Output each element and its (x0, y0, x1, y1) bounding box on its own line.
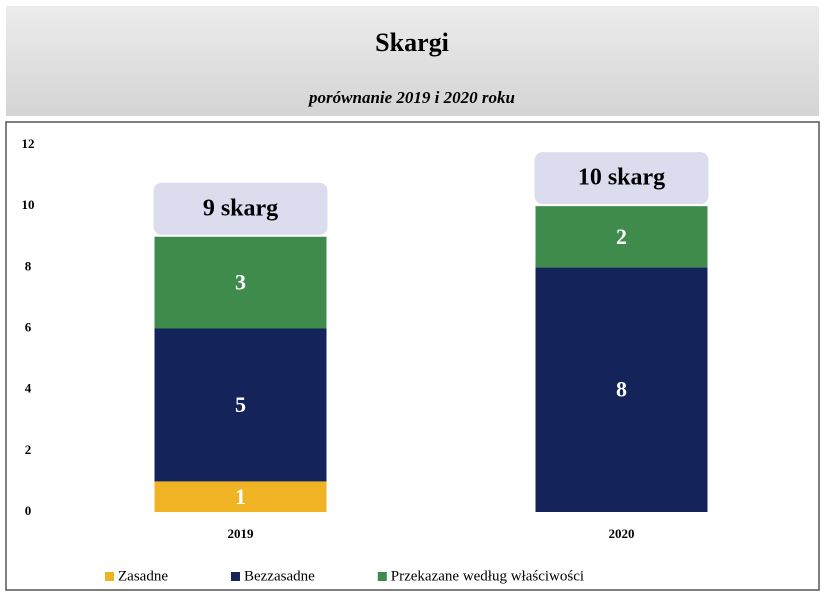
y-tick-label: 0 (25, 503, 32, 518)
bar-segment (154, 328, 327, 482)
y-tick-label: 10 (22, 197, 35, 212)
data-label: 1 (235, 484, 246, 509)
legend-label: Zasadne (118, 568, 168, 584)
total-box (153, 182, 328, 235)
y-tick-label: 2 (25, 442, 32, 457)
x-tick-label: 2020 (609, 526, 635, 541)
y-tick-label: 8 (25, 258, 32, 273)
data-label: 5 (235, 392, 246, 417)
chart-title: Skargi (375, 28, 449, 57)
data-label: 8 (616, 377, 627, 402)
legend-label: Bezzasadne (244, 568, 315, 584)
y-tick-label: 12 (22, 136, 35, 151)
total-label: 10 skarg (578, 165, 665, 191)
x-tick-label: 2019 (228, 526, 255, 541)
legend-swatch (105, 572, 114, 581)
total-box (534, 152, 709, 205)
data-label: 3 (235, 270, 246, 295)
bar-segment (535, 267, 708, 512)
legend-label: Przekazane według właściwości (391, 568, 584, 584)
chart-subtitle: porównanie 2019 i 2020 roku (307, 88, 515, 107)
header-band (6, 6, 819, 116)
bar-segment (154, 236, 327, 329)
y-tick-label: 6 (25, 319, 32, 334)
total-label: 9 skarg (203, 195, 278, 221)
y-tick-label: 4 (25, 381, 32, 396)
data-label: 2 (616, 224, 627, 249)
legend-swatch (377, 572, 387, 581)
bar-segment (535, 206, 708, 268)
legend-swatch (230, 572, 240, 581)
bar-segment (154, 481, 327, 512)
